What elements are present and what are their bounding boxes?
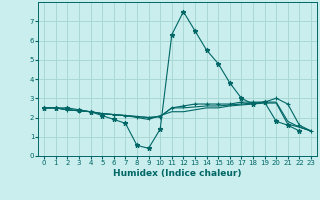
X-axis label: Humidex (Indice chaleur): Humidex (Indice chaleur) (113, 169, 242, 178)
